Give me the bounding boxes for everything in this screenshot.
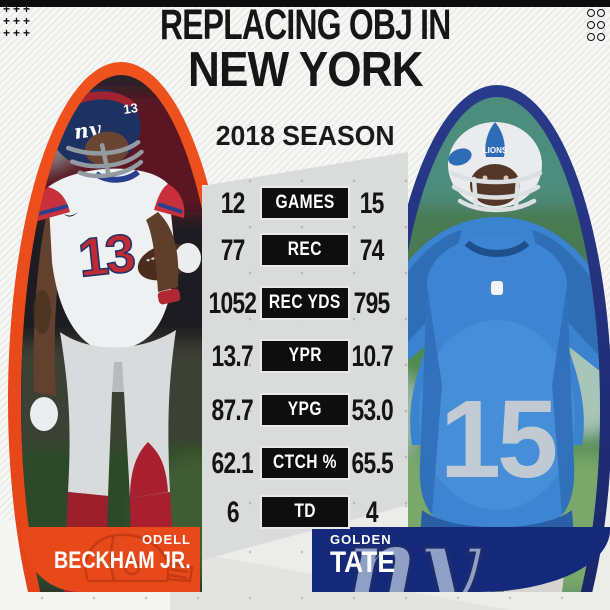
beckham-td-value: 6: [226, 496, 240, 529]
circles-decoration-icon: [587, 9, 607, 45]
tate-rec-value: 74: [360, 234, 385, 267]
stat-label-box: GAMES: [262, 188, 348, 218]
beckham-recyds-value: 1052: [208, 287, 257, 320]
tate-first-name: GOLDEN: [330, 532, 392, 547]
beckham-ctchpct-value: 62.1: [211, 447, 254, 480]
stat-row-recyds: 1052 REC YDS 795: [0, 287, 610, 320]
tate-last-name: TATE: [330, 546, 396, 579]
page-title-line2: NEW YORK: [187, 43, 423, 97]
stat-label-box: REC YDS: [262, 288, 348, 318]
beckham-rec-value: 77: [220, 234, 246, 267]
stat-label-box: YPR: [262, 341, 348, 371]
beckham-ypr-value: 13.7: [211, 340, 254, 373]
beckham-last-name: BECKHAM JR.: [54, 547, 191, 574]
tate-ypg-value: 53.0: [351, 394, 393, 427]
tate-ctchpct-value: 65.5: [351, 447, 393, 480]
stat-row-ypr: 13.7 YPR 10.7: [0, 340, 610, 373]
stat-label: REC: [287, 239, 323, 260]
stat-label-box: CTCH %: [262, 448, 348, 478]
tate-ypr-value: 10.7: [351, 340, 393, 373]
stat-row-td: 6 TD 4: [0, 496, 610, 529]
tate-td-value: 4: [366, 496, 379, 529]
stat-label-box: REC: [262, 235, 348, 265]
tate-games-value: 15: [360, 187, 385, 220]
season-subtitle: 2018 SEASON: [215, 120, 395, 151]
stat-row-ctchpct: 62.1 CTCH % 65.5: [0, 447, 610, 480]
stat-label: GAMES: [275, 192, 335, 213]
stat-row-ypg: 87.7 YPG 53.0: [0, 394, 610, 427]
beckham-games-value: 12: [220, 187, 246, 220]
top-black-bar: [0, 0, 610, 7]
page-title-line1: REPLACING OBJ IN: [159, 1, 451, 49]
tate-recyds-value: 795: [354, 287, 391, 320]
stat-label: YPR: [288, 345, 322, 366]
stat-row-rec: 77 REC 74: [0, 234, 610, 267]
beckham-first-name: ODELL: [141, 532, 191, 547]
beckham-ypg-value: 87.7: [211, 394, 254, 427]
beckham-jersey-number: 13: [75, 223, 137, 289]
plus-decoration-icon: +++ +++ +++: [3, 2, 34, 40]
beckham-name-banner: ODELL BECKHAM JR.: [22, 527, 200, 592]
stat-label: TD: [294, 501, 316, 522]
stat-label: YPG: [287, 399, 323, 420]
stat-label: CTCH %: [273, 452, 337, 473]
lions-helmet-text: LIONS: [483, 146, 508, 155]
stat-label-box: YPG: [262, 395, 348, 425]
stat-row-games: 12 GAMES 15: [0, 187, 610, 220]
tate-jersey-number: 15: [440, 378, 556, 501]
helmet-side-number: 13: [122, 100, 138, 117]
browns-helmet-outline-icon: [84, 533, 194, 583]
giants-ny-logo: ny: [345, 527, 479, 592]
stat-label: REC YDS: [269, 292, 341, 313]
stat-label-box: TD: [262, 497, 348, 527]
